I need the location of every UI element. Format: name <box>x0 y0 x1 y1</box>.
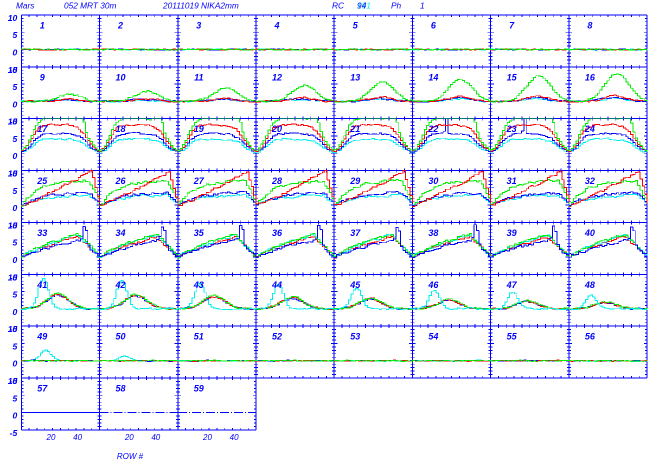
svg-text:25: 25 <box>36 176 48 186</box>
svg-text:RC: RC <box>332 1 345 11</box>
svg-text:5: 5 <box>13 186 18 196</box>
svg-text:20: 20 <box>46 433 56 442</box>
svg-text:0: 0 <box>13 359 18 369</box>
svg-text:10: 10 <box>115 72 125 82</box>
svg-text:10: 10 <box>8 272 18 282</box>
svg-text:33: 33 <box>37 228 47 238</box>
svg-text:58: 58 <box>115 384 125 394</box>
svg-text:56: 56 <box>585 332 596 342</box>
svg-text:27: 27 <box>193 176 205 186</box>
svg-text:29: 29 <box>349 176 360 186</box>
svg-text:11: 11 <box>194 72 203 82</box>
svg-text:5: 5 <box>13 393 18 403</box>
svg-text:5: 5 <box>13 82 18 92</box>
svg-text:17: 17 <box>37 124 48 134</box>
svg-text:10: 10 <box>8 220 18 230</box>
svg-text:30: 30 <box>428 176 438 186</box>
svg-text:40: 40 <box>584 228 595 238</box>
svg-text:16: 16 <box>585 72 596 82</box>
svg-text:Mars: Mars <box>16 1 34 11</box>
svg-text:37: 37 <box>350 228 361 238</box>
svg-text:47: 47 <box>506 280 518 290</box>
svg-text:35: 35 <box>194 228 205 238</box>
svg-text:9: 9 <box>40 72 45 82</box>
svg-text:0: 0 <box>13 203 18 213</box>
svg-text:59: 59 <box>194 384 204 394</box>
svg-text:53: 53 <box>350 332 360 342</box>
svg-text:42: 42 <box>114 280 125 290</box>
svg-text:51: 51 <box>194 332 204 342</box>
svg-text:0: 0 <box>13 255 18 265</box>
svg-text:5: 5 <box>13 290 18 300</box>
svg-text:Ph: Ph <box>391 1 402 11</box>
svg-text:0: 0 <box>13 307 18 317</box>
svg-text:57: 57 <box>37 384 48 394</box>
svg-text:052 MRT 30m: 052 MRT 30m <box>64 1 117 11</box>
svg-text:23: 23 <box>506 124 517 134</box>
svg-text:94: 94 <box>357 1 367 11</box>
svg-text:38: 38 <box>428 228 438 238</box>
svg-text:10: 10 <box>8 13 18 23</box>
svg-text:22: 22 <box>427 124 438 134</box>
svg-text:10: 10 <box>8 169 18 179</box>
svg-text:24: 24 <box>584 124 595 134</box>
svg-text:14: 14 <box>428 72 438 82</box>
svg-text:4: 4 <box>273 20 279 30</box>
svg-text:8: 8 <box>587 20 592 30</box>
svg-text:10: 10 <box>8 376 18 386</box>
svg-text:52: 52 <box>272 332 282 342</box>
svg-text:ROW #: ROW # <box>117 452 144 461</box>
svg-text:40: 40 <box>230 433 239 442</box>
svg-text:10: 10 <box>8 65 18 75</box>
svg-text:41: 41 <box>36 280 47 290</box>
svg-text:21: 21 <box>349 124 360 134</box>
svg-text:26: 26 <box>114 176 126 186</box>
svg-text:32: 32 <box>585 176 595 186</box>
svg-text:10: 10 <box>8 324 18 334</box>
svg-text:40: 40 <box>151 433 160 442</box>
svg-text:20: 20 <box>124 433 134 442</box>
svg-text:20111019 NIKA2mm: 20111019 NIKA2mm <box>162 1 239 11</box>
svg-text:5: 5 <box>13 341 18 351</box>
svg-text:5: 5 <box>13 238 18 248</box>
svg-text:1: 1 <box>420 1 425 11</box>
svg-text:10: 10 <box>8 117 18 127</box>
svg-text:20: 20 <box>202 433 212 442</box>
svg-text:43: 43 <box>193 280 204 290</box>
svg-text:18: 18 <box>115 124 125 134</box>
svg-text:55: 55 <box>507 332 518 342</box>
svg-text:0: 0 <box>13 48 18 58</box>
svg-text:34: 34 <box>115 228 125 238</box>
svg-text:49: 49 <box>36 332 47 342</box>
svg-text:2: 2 <box>117 20 123 30</box>
svg-text:48: 48 <box>584 280 595 290</box>
svg-text:54: 54 <box>428 332 438 342</box>
svg-text:0: 0 <box>13 99 18 109</box>
svg-text:15: 15 <box>507 72 518 82</box>
svg-text:31: 31 <box>507 176 517 186</box>
svg-text:50: 50 <box>115 332 125 342</box>
svg-text:40: 40 <box>73 433 82 442</box>
svg-text:45: 45 <box>349 280 361 290</box>
svg-text:0: 0 <box>13 411 18 421</box>
svg-text:13: 13 <box>350 72 360 82</box>
svg-text:19: 19 <box>194 124 204 134</box>
svg-text:-5: -5 <box>10 428 18 438</box>
svg-text:39: 39 <box>507 228 517 238</box>
svg-text:1: 1 <box>40 20 45 30</box>
svg-text:5: 5 <box>13 134 18 144</box>
svg-text:46: 46 <box>427 280 439 290</box>
svg-text:36: 36 <box>272 228 283 238</box>
svg-text:44: 44 <box>271 280 282 290</box>
svg-text:20: 20 <box>271 124 282 134</box>
svg-text:3: 3 <box>196 20 201 30</box>
svg-text:0: 0 <box>13 151 18 161</box>
svg-text:28: 28 <box>271 176 282 186</box>
svg-text:12: 12 <box>272 72 282 82</box>
svg-text:5: 5 <box>13 30 18 40</box>
